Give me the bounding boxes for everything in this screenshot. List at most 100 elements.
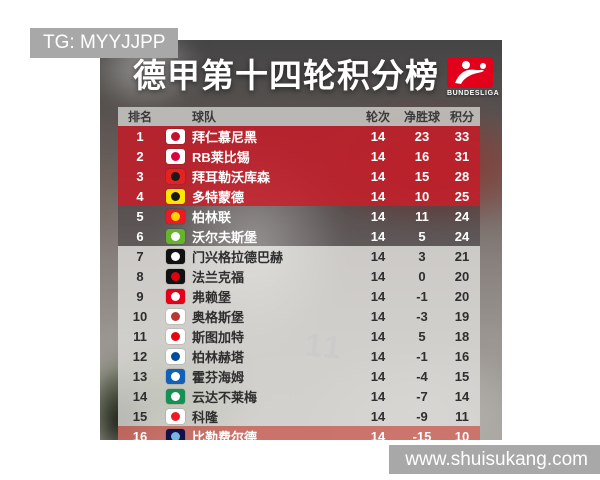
- points-cell: 15: [454, 368, 470, 384]
- team-name: 霍芬海姆: [192, 369, 245, 385]
- table-row: 11 斯图加特 14 5 18: [118, 326, 480, 346]
- points-cell: 33: [454, 128, 470, 144]
- rank-cell: 16: [132, 428, 148, 441]
- bundesliga-logo: BUNDESLIGA: [447, 57, 500, 97]
- table-row: 7 门兴格拉德巴赫 14 3 21: [118, 246, 480, 266]
- team-logo-icon: [162, 388, 188, 404]
- table-row: 15 科隆 14 -9 11: [118, 406, 480, 426]
- goal-diff-cell: 11: [415, 208, 429, 224]
- table-row: 5 柏林联 14 11 24: [118, 206, 480, 226]
- table-row: 2 RB莱比锡 14 16 31: [118, 146, 480, 166]
- table-row: 6 沃尔夫斯堡 14 5 24: [118, 226, 480, 246]
- rounds-cell: 14: [370, 128, 386, 144]
- team-name: 科隆: [192, 409, 219, 425]
- goal-diff-cell: 3: [418, 248, 426, 264]
- title-row: 德甲第十四轮积分榜 BUNDESLIGA: [125, 54, 502, 99]
- table-row: 10 奥格斯堡 14 -3 19: [118, 306, 480, 326]
- column-header-goal-diff: 净胜球: [403, 110, 440, 124]
- rounds-cell: 14: [370, 368, 386, 384]
- team-name: 柏林联: [192, 209, 232, 225]
- goal-diff-cell: 10: [414, 188, 430, 204]
- team-logo-icon: [162, 168, 188, 184]
- goal-diff-cell: 5: [418, 328, 426, 344]
- goal-diff-cell: -1: [416, 348, 428, 364]
- table-header: 排名 球队 轮次 净胜球 积分: [118, 107, 480, 126]
- rounds-cell: 14: [370, 388, 386, 404]
- rounds-cell: 14: [370, 208, 386, 224]
- column-header-team: 球队: [192, 110, 217, 124]
- team-logo-icon: [162, 428, 188, 440]
- rank-cell: 7: [136, 248, 144, 264]
- team-name: 拜仁慕尼黑: [192, 129, 258, 145]
- rank-cell: 3: [136, 168, 144, 184]
- tg-watermark: TG: MYYJJPP: [30, 28, 179, 58]
- rounds-cell: 14: [370, 328, 386, 344]
- points-cell: 24: [454, 208, 470, 224]
- team-logo-icon: [162, 348, 188, 364]
- page-title: 德甲第十四轮积分榜: [133, 57, 439, 94]
- rank-cell: 2: [136, 148, 144, 164]
- rank-cell: 15: [132, 408, 148, 424]
- rank-cell: 11: [133, 328, 147, 344]
- goal-diff-cell: 5: [418, 228, 426, 244]
- team-name: 弗赖堡: [192, 289, 232, 305]
- bundesliga-label: BUNDESLIGA: [447, 90, 500, 97]
- goal-diff-cell: -15: [412, 428, 432, 441]
- rank-cell: 10: [132, 308, 148, 324]
- team-logo-icon: [162, 308, 188, 324]
- rank-cell: 9: [136, 288, 144, 304]
- rounds-cell: 14: [370, 408, 386, 424]
- points-cell: 18: [454, 328, 470, 344]
- table-row: 8 法兰克福 14 0 20: [118, 266, 480, 286]
- points-cell: 28: [454, 168, 470, 184]
- points-cell: 14: [454, 388, 470, 404]
- rank-cell: 5: [136, 208, 144, 224]
- table-row: 14 云达不莱梅 14 -7 14: [118, 386, 480, 406]
- site-watermark: www.shuisukang.com: [389, 445, 600, 474]
- table-row: 3 拜耳勒沃库森 14 15 28: [118, 166, 480, 186]
- points-cell: 24: [454, 228, 470, 244]
- rounds-cell: 14: [370, 228, 386, 244]
- goal-diff-cell: -9: [416, 408, 428, 424]
- goal-diff-cell: 23: [414, 128, 430, 144]
- rounds-cell: 14: [370, 248, 386, 264]
- table-row: 13 霍芬海姆 14 -4 15: [118, 366, 480, 386]
- rounds-cell: 14: [370, 288, 386, 304]
- team-name: 多特蒙德: [192, 189, 245, 205]
- goal-diff-cell: -7: [416, 388, 428, 404]
- rank-cell: 8: [136, 268, 144, 284]
- team-logo-icon: [162, 128, 188, 144]
- rank-cell: 4: [136, 188, 144, 204]
- table-row: 9 弗赖堡 14 -1 20: [118, 286, 480, 306]
- team-name: 奥格斯堡: [192, 309, 245, 325]
- team-logo-icon: [162, 208, 188, 224]
- team-logo-icon: [162, 148, 188, 164]
- points-cell: 25: [454, 188, 470, 204]
- points-cell: 16: [454, 348, 470, 364]
- rank-cell: 1: [136, 128, 144, 144]
- points-cell: 20: [454, 288, 470, 304]
- bundesliga-mark-icon: [447, 57, 493, 88]
- bundesliga-player-glyph: [455, 61, 486, 84]
- team-name: 沃尔夫斯堡: [192, 229, 258, 245]
- goal-diff-cell: -4: [416, 368, 428, 384]
- team-logo-icon: [162, 248, 188, 264]
- points-cell: 11: [455, 408, 469, 424]
- team-logo-icon: [162, 368, 188, 384]
- goal-diff-cell: 0: [418, 268, 426, 284]
- column-header-points: 积分: [449, 110, 474, 124]
- goal-diff-cell: 16: [414, 148, 430, 164]
- goal-diff-cell: -1: [416, 288, 428, 304]
- rounds-cell: 14: [370, 308, 386, 324]
- table-row: 12 柏林赫塔 14 -1 16: [118, 346, 480, 366]
- team-name: 比勒费尔德: [192, 429, 258, 441]
- team-name: 拜耳勒沃库森: [192, 169, 271, 185]
- team-name: 柏林赫塔: [192, 349, 245, 365]
- rank-cell: 12: [132, 348, 148, 364]
- column-header-rounds: 轮次: [365, 110, 390, 124]
- rounds-cell: 14: [370, 148, 386, 164]
- team-logo-icon: [162, 288, 188, 304]
- rank-cell: 13: [132, 368, 148, 384]
- team-logo-icon: [162, 228, 188, 244]
